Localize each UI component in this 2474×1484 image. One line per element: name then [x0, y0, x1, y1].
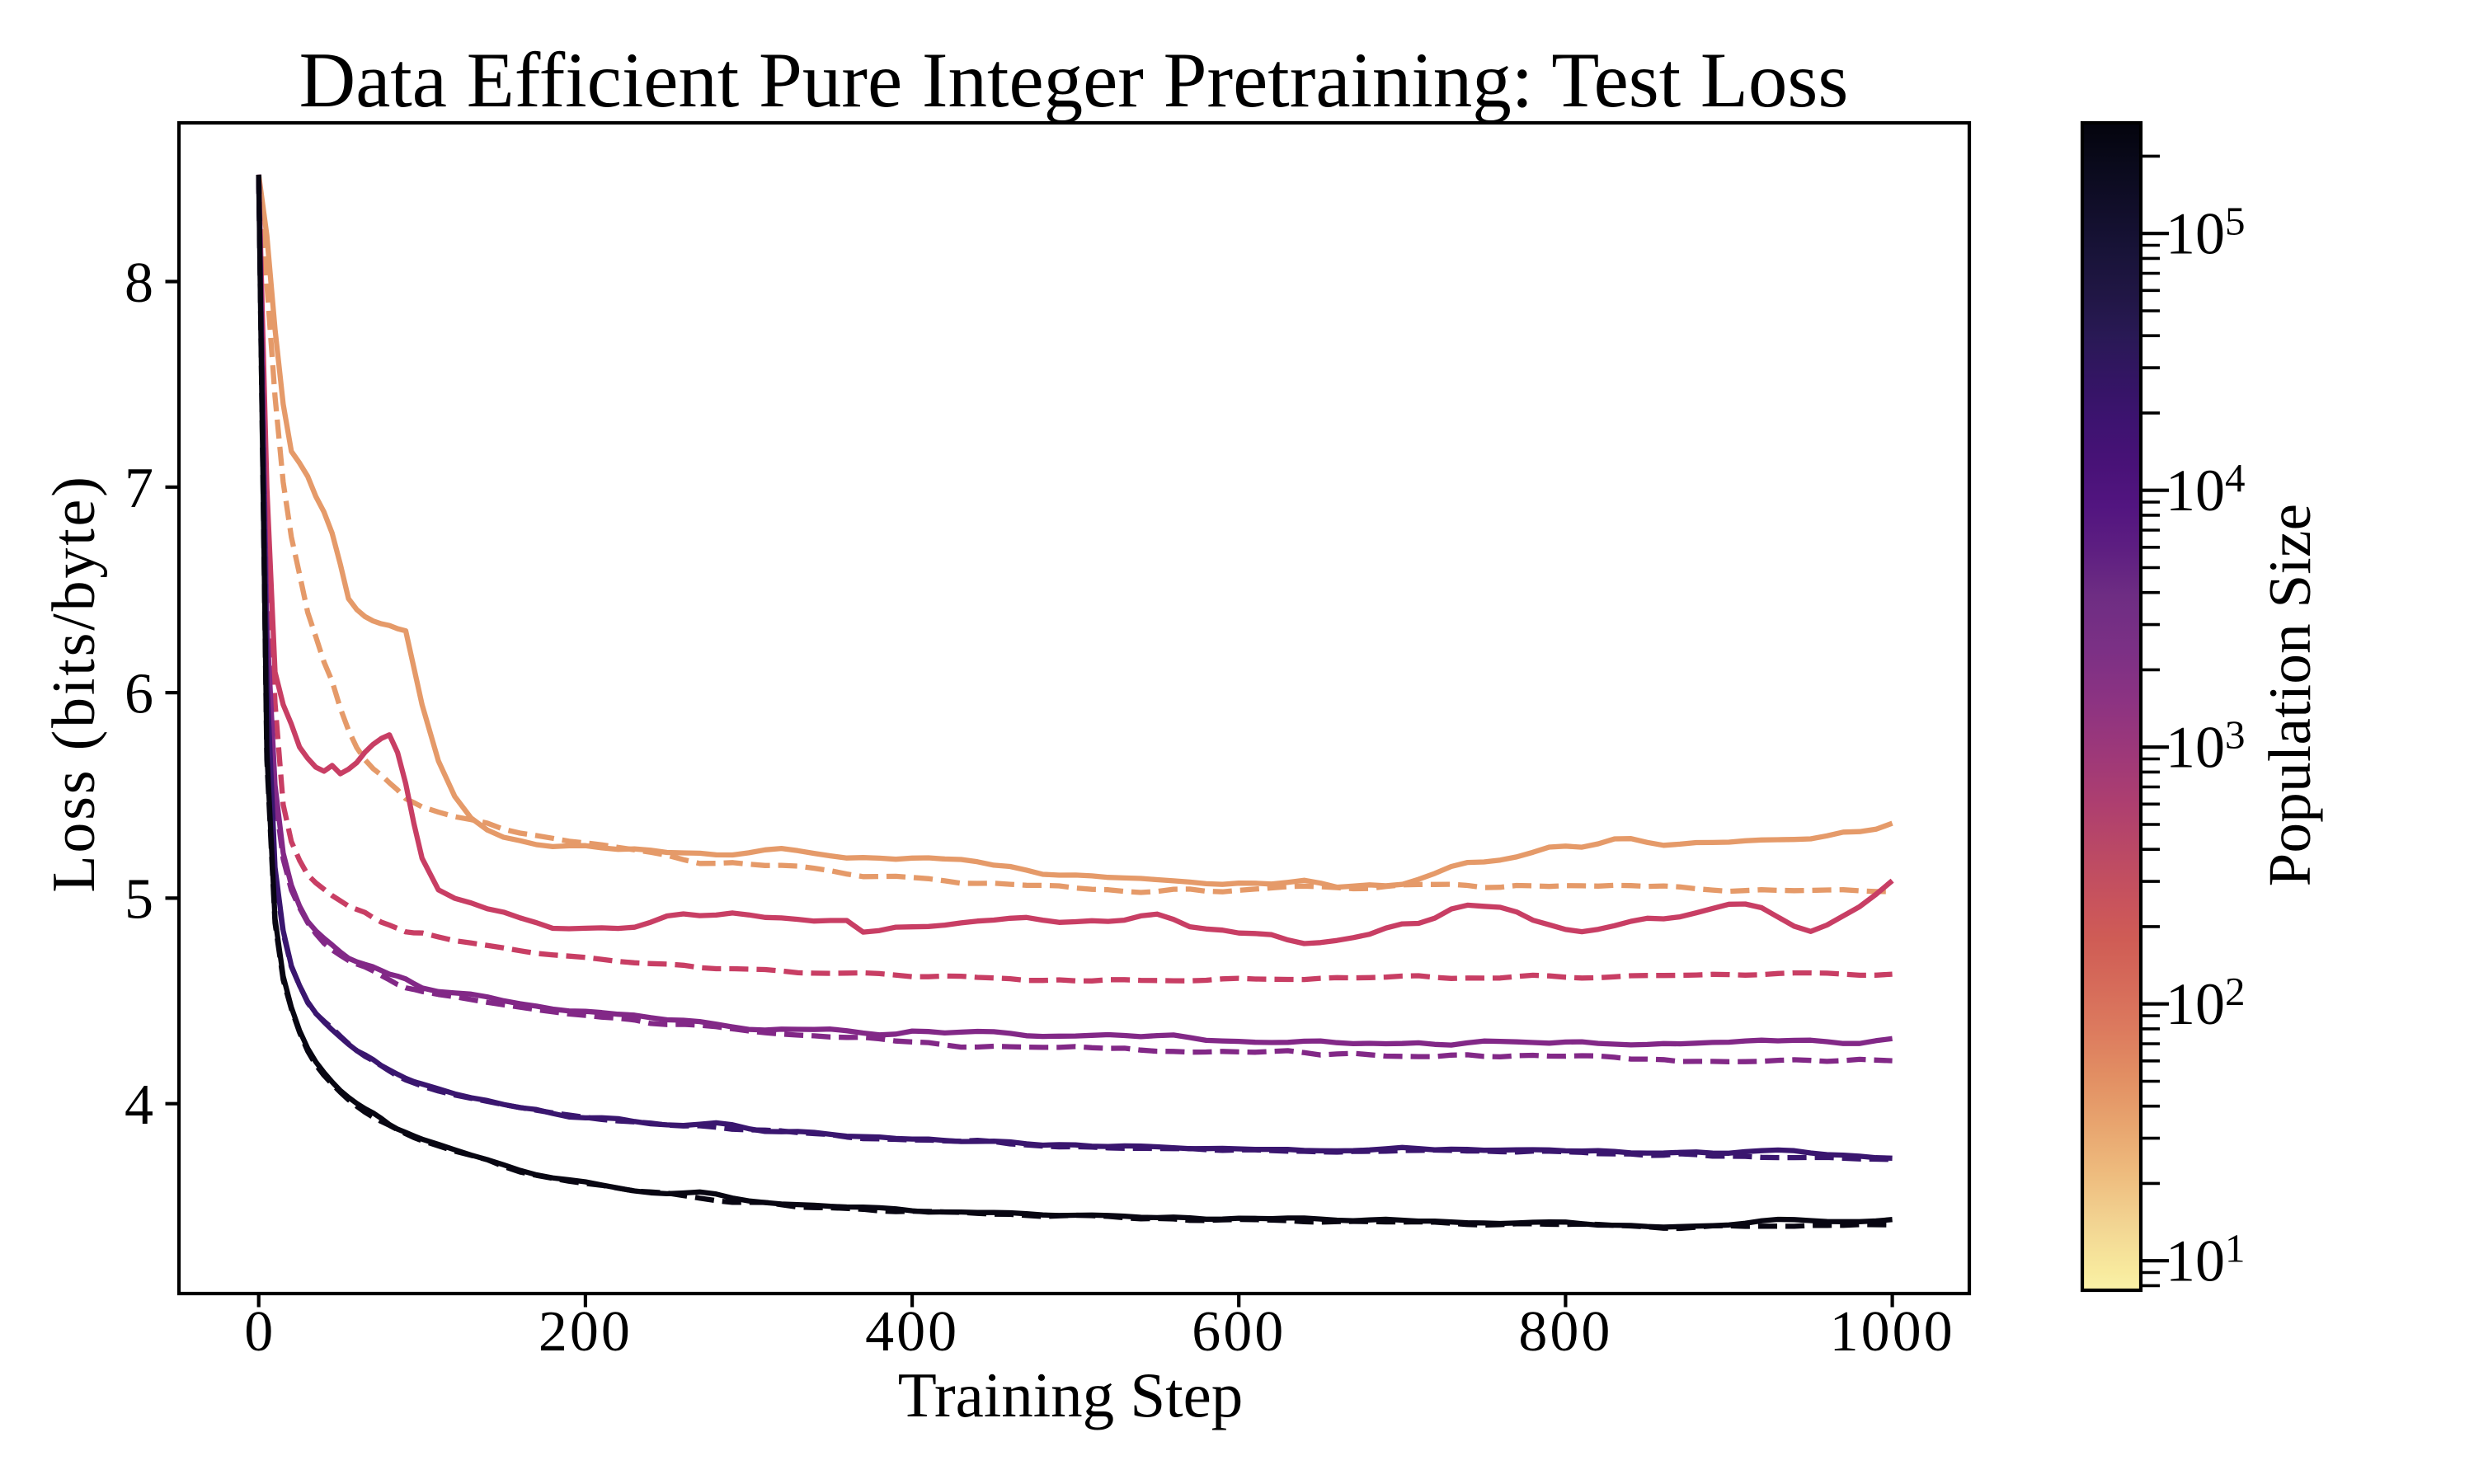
svg-text:Population Size: Population Size — [2256, 504, 2323, 887]
svg-text:4: 4 — [125, 1073, 153, 1137]
svg-text:6: 6 — [125, 662, 153, 726]
svg-text:800: 800 — [1518, 1300, 1612, 1364]
svg-text:Training Step: Training Step — [898, 1360, 1244, 1430]
svg-text:7: 7 — [125, 457, 153, 520]
svg-text:101: 101 — [2166, 1226, 2246, 1294]
svg-text:Data Efficient Pure Integer Pr: Data Efficient Pure Integer Pretraining:… — [299, 36, 1849, 124]
svg-text:105: 105 — [2166, 199, 2246, 267]
svg-text:600: 600 — [1192, 1300, 1286, 1364]
svg-text:Loss (bits/byte): Loss (bits/byte) — [40, 474, 108, 892]
svg-text:5: 5 — [125, 868, 153, 932]
svg-text:1000: 1000 — [1830, 1300, 1955, 1364]
svg-text:400: 400 — [865, 1300, 959, 1364]
svg-text:200: 200 — [539, 1300, 633, 1364]
svg-text:0: 0 — [244, 1300, 273, 1364]
svg-text:8: 8 — [125, 251, 153, 315]
